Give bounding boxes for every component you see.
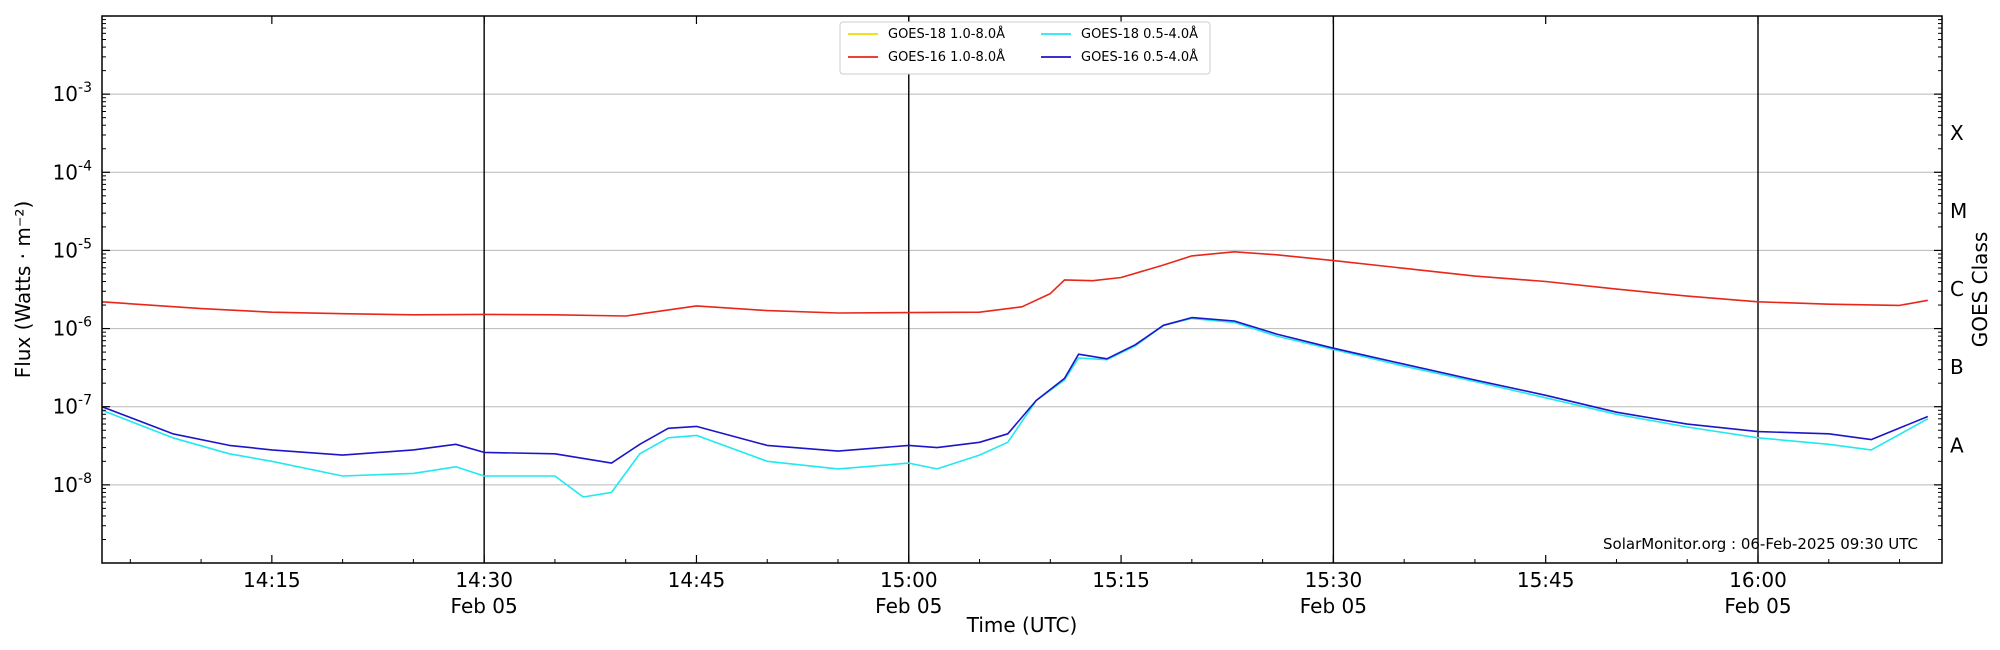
x-tick-label: 15:15: [1092, 568, 1150, 592]
legend-box: [839, 21, 1211, 75]
legend: GOES-18 1.0-8.0Å GOES-16 1.0-8.0Å GOES-18 …: [839, 21, 1211, 75]
legend-entry-label: GOES-18 0.5-4.0Å: [1081, 26, 1198, 42]
x-tick-label: 14:45: [668, 568, 726, 592]
date-vertical-lines: [483, 16, 1759, 563]
x-tick-label: 16:00: [1729, 568, 1787, 592]
y-tick-label: 10-7: [53, 393, 92, 419]
series-line-goes-18-0-5-4-0-: [101, 317, 1929, 498]
goes-class-label: M: [1950, 199, 1967, 223]
x-tick-date-label: Feb 05: [1300, 594, 1367, 618]
x-tick-date-label: Feb 05: [1724, 594, 1791, 618]
y-axis-title: Flux (Watts · m⁻²): [11, 201, 35, 379]
goes-class-axis-title: GOES Class: [1968, 232, 1992, 348]
x-tick-label: 15:00: [880, 568, 938, 592]
credit-annotation: SolarMonitor.org : 06-Feb-2025 09:30 UTC: [1603, 535, 1918, 553]
legend-entry-label: GOES-16 0.5-4.0Å: [1081, 49, 1198, 65]
x-tick-label: 15:45: [1517, 568, 1575, 592]
goes-class-label: A: [1950, 433, 1964, 457]
x-tick-date-label: Feb 05: [451, 594, 518, 618]
goes-class-label: C: [1950, 277, 1964, 301]
x-axis-title: Time (UTC): [966, 613, 1078, 637]
x-tick-date-label: Feb 05: [875, 594, 942, 618]
goes-class-label: B: [1950, 355, 1964, 379]
y-tick-label: 10-3: [53, 80, 92, 106]
x-tick-label: 14:15: [243, 568, 301, 592]
goes-class-label: X: [1950, 121, 1964, 145]
grid-lines: [102, 93, 1942, 486]
series-line-goes-16-1-0-8-0-: [101, 251, 1928, 317]
legend-entry-label: GOES-18 1.0-8.0Å: [888, 26, 1005, 42]
flux-series: [101, 251, 1929, 498]
series-line-goes-16-0-5-4-0-: [101, 316, 1929, 464]
legend-entry-label: GOES-16 1.0-8.0Å: [888, 49, 1005, 65]
x-tick-label: 15:30: [1305, 568, 1363, 592]
goes-class-labels: X M C B A: [1950, 121, 1967, 458]
x-tick-label: 14:30: [455, 568, 513, 592]
plot-frame: [101, 15, 1943, 564]
